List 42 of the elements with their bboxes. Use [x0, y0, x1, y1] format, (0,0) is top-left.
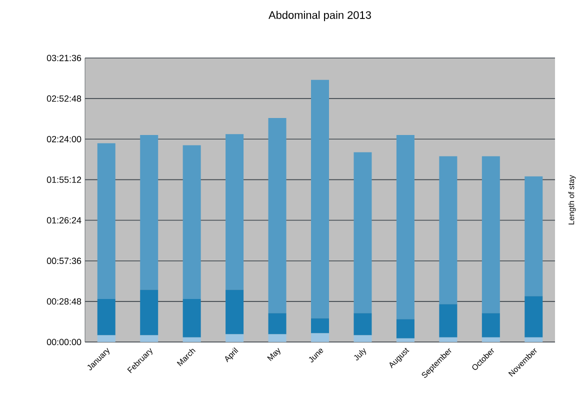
bar	[182, 299, 201, 338]
bar	[140, 290, 158, 336]
y-tick-label: 00:00:00	[46, 338, 82, 346]
bar	[311, 333, 330, 342]
bar	[396, 135, 414, 320]
bar	[482, 156, 500, 314]
bar	[524, 176, 543, 296]
bar	[226, 334, 244, 342]
y-tick-label: 03:21:36	[46, 54, 82, 62]
y-tick-label: 00:57:36	[46, 258, 82, 264]
bar	[311, 80, 330, 318]
bar	[396, 338, 414, 342]
y-tick-label: 02:24:00	[46, 136, 82, 142]
bar	[439, 337, 458, 342]
bar	[182, 145, 201, 300]
bar	[268, 118, 286, 314]
bar	[354, 152, 372, 314]
bar	[226, 134, 244, 290]
bar	[268, 313, 286, 334]
bar	[524, 296, 543, 338]
chart-title: Abdominal pain 2013	[268, 10, 371, 22]
bar	[226, 290, 244, 334]
y-tick-label: 01:26:24	[46, 217, 82, 224]
y-tick-label: 01:55:12	[46, 176, 82, 183]
bar	[311, 318, 330, 334]
bar	[482, 337, 500, 342]
bar	[439, 304, 458, 338]
bar	[268, 334, 286, 342]
bar	[97, 335, 116, 342]
bar	[396, 319, 414, 338]
bar	[97, 299, 116, 336]
bar	[140, 335, 158, 342]
bar	[354, 335, 372, 342]
bar	[354, 313, 372, 336]
bar	[182, 337, 201, 342]
bar	[97, 143, 116, 300]
bar	[482, 313, 500, 338]
y-tick-label: 02:52:48	[46, 95, 82, 102]
y-tick-label: 00:28:48	[46, 298, 82, 305]
bar	[524, 337, 543, 342]
bar	[140, 135, 158, 290]
bar	[439, 156, 458, 304]
